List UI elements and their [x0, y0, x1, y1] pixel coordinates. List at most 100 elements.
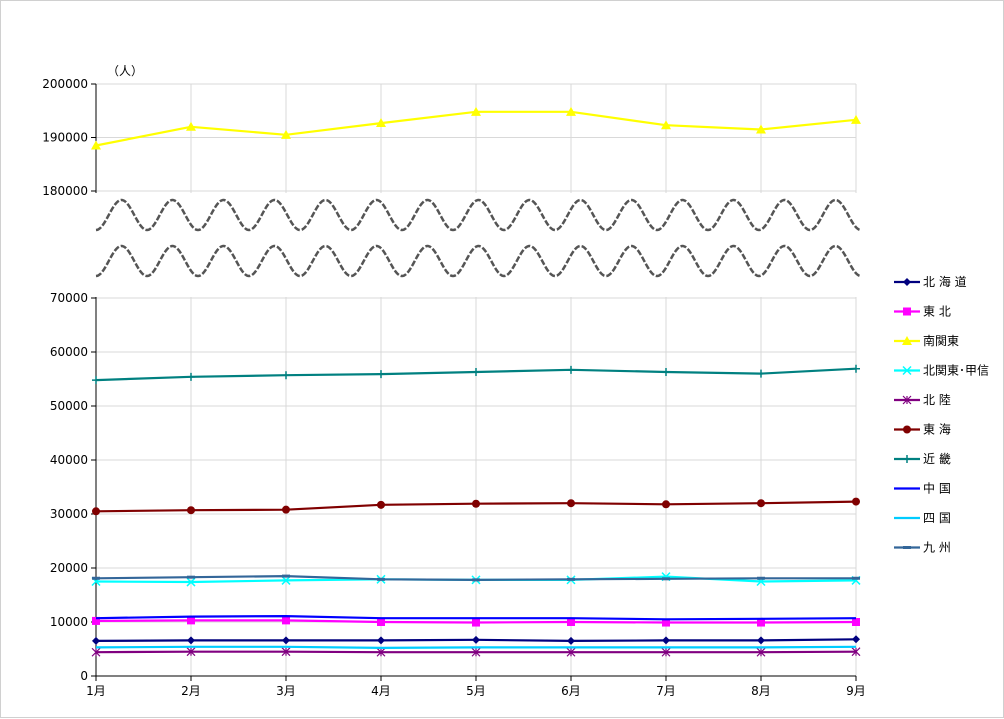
x-tick-label: 4月: [371, 684, 391, 698]
gridlines: [95, 83, 857, 677]
data-point: [92, 507, 100, 516]
x-tick-label: 7月: [656, 684, 676, 698]
data-point: [472, 618, 480, 627]
data-point: [903, 425, 911, 434]
data-point: [187, 372, 195, 381]
legend-label: 四 国: [923, 511, 951, 525]
data-point: [903, 307, 911, 316]
y-tick-label: 20000: [50, 561, 88, 575]
legend-label: 南関東: [923, 333, 959, 348]
data-point: [187, 636, 195, 645]
x-tick-label: 3月: [276, 684, 296, 698]
legend-item: 北 海 道: [894, 274, 967, 289]
data-point: [567, 365, 575, 374]
data-point: [902, 365, 912, 376]
legend-item: 北 陸: [894, 393, 951, 407]
data-point: [92, 576, 100, 580]
data-point: [92, 616, 100, 625]
data-point: [377, 636, 385, 645]
data-point: [851, 114, 861, 124]
legend-label: 中 国: [923, 481, 951, 496]
data-point: [282, 371, 290, 380]
data-point: [281, 129, 291, 139]
data-point: [662, 367, 670, 376]
legend-item: 東 北: [894, 305, 951, 319]
data-point: [757, 576, 765, 580]
series-line: [95, 645, 857, 650]
data-point: [757, 636, 765, 645]
data-point: [566, 647, 576, 657]
break-wave-lower: [95, 244, 862, 278]
data-point: [567, 577, 575, 581]
legend-item: 九 州: [894, 541, 951, 555]
break-wave-upper: [95, 198, 862, 232]
legend-item: 東 海: [894, 422, 951, 437]
legend-label: 東 海: [923, 422, 951, 437]
data-point: [662, 577, 670, 581]
data-point: [662, 500, 670, 509]
data-point: [376, 647, 386, 657]
data-point: [566, 106, 576, 116]
data-point: [757, 369, 765, 378]
data-point: [186, 577, 196, 587]
y-unit-label: （人）: [107, 64, 143, 78]
data-point: [187, 616, 195, 625]
data-point: [472, 499, 480, 508]
data-point: [756, 647, 766, 657]
data-point: [661, 120, 671, 130]
data-point: [377, 370, 385, 379]
data-point: [186, 647, 196, 657]
legend-label: 北 陸: [923, 393, 951, 407]
series-line: [95, 614, 857, 621]
axis-break-mark: [94, 193, 862, 297]
legend-label: 北 海 道: [923, 274, 967, 289]
legend-item: 近 畿: [894, 452, 951, 466]
data-point: [472, 635, 480, 644]
data-point: [903, 278, 911, 286]
data-point: [567, 636, 575, 645]
data-point: [661, 647, 671, 657]
data-point: [376, 118, 386, 128]
data-point: [282, 636, 290, 645]
x-tick-label: 1月: [86, 684, 106, 698]
data-point: [851, 647, 861, 657]
x-tick-label: 6月: [561, 684, 581, 698]
series: [91, 106, 861, 150]
data-point: [281, 647, 291, 657]
legend-label: 近 畿: [923, 452, 951, 466]
data-point: [662, 636, 670, 645]
data-point: [662, 618, 670, 627]
data-point: [903, 546, 911, 549]
legend-item: 北関東･甲信: [894, 364, 989, 378]
data-point: [757, 499, 765, 508]
data-point: [471, 106, 481, 116]
data-point: [282, 505, 290, 514]
data-point: [91, 140, 101, 150]
data-point: [902, 395, 912, 405]
data-point: [187, 575, 195, 579]
series: [92, 497, 860, 516]
y-tick-label: 10000: [50, 615, 88, 629]
data-point: [186, 121, 196, 131]
series: [95, 614, 857, 621]
series: [95, 645, 857, 650]
data-point: [902, 336, 912, 345]
data-point: [187, 506, 195, 515]
y-tick-label: 180000: [42, 184, 88, 198]
series: [92, 574, 860, 582]
y-tick-label: 0: [80, 669, 88, 683]
x-tick-label: 5月: [466, 684, 486, 698]
data-point: [281, 575, 291, 585]
data-point: [377, 500, 385, 509]
y-tick-label: 50000: [50, 399, 88, 413]
data-point: [471, 647, 481, 657]
data-point: [282, 574, 290, 578]
x-tick-label: 8月: [751, 684, 771, 698]
data-point: [903, 455, 911, 463]
y-tick-label: 30000: [50, 507, 88, 521]
data-point: [852, 364, 860, 373]
legend-label: 北関東･甲信: [923, 364, 989, 378]
data-point: [472, 578, 480, 582]
